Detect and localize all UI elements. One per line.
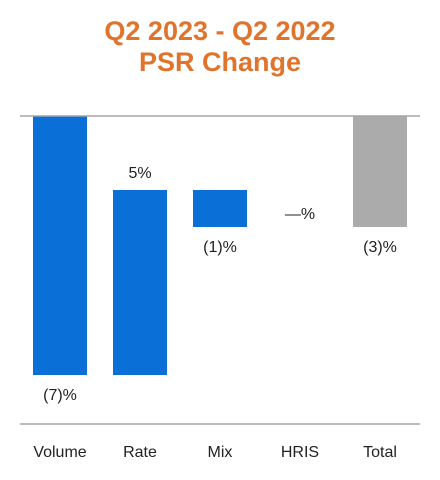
category-label-volume: Volume (33, 444, 86, 461)
data-label-rate: 5% (128, 165, 151, 182)
bar-volume (33, 116, 87, 375)
chart-title: Q2 2023 - Q2 2022 (104, 16, 336, 46)
category-label-total: Total (363, 444, 397, 461)
chart-subtitle: PSR Change (138, 47, 302, 77)
category-label-hris: HRIS (281, 444, 319, 461)
category-labels-layer: Volume Rate Mix HRIS Total (33, 444, 397, 461)
data-label-total: (3)% (363, 239, 397, 256)
bar-total (353, 116, 407, 227)
category-label-mix: Mix (208, 444, 233, 461)
data-label-volume: (7)% (43, 387, 77, 404)
category-label-rate: Rate (123, 444, 157, 461)
bar-rate (113, 190, 167, 375)
data-labels-layer: (7)% 5% (1)% —% (3)% (43, 165, 397, 404)
bar-mix (193, 190, 247, 227)
bars-layer (33, 116, 407, 375)
data-label-mix: (1)% (203, 239, 237, 256)
data-label-hris: —% (285, 206, 315, 223)
